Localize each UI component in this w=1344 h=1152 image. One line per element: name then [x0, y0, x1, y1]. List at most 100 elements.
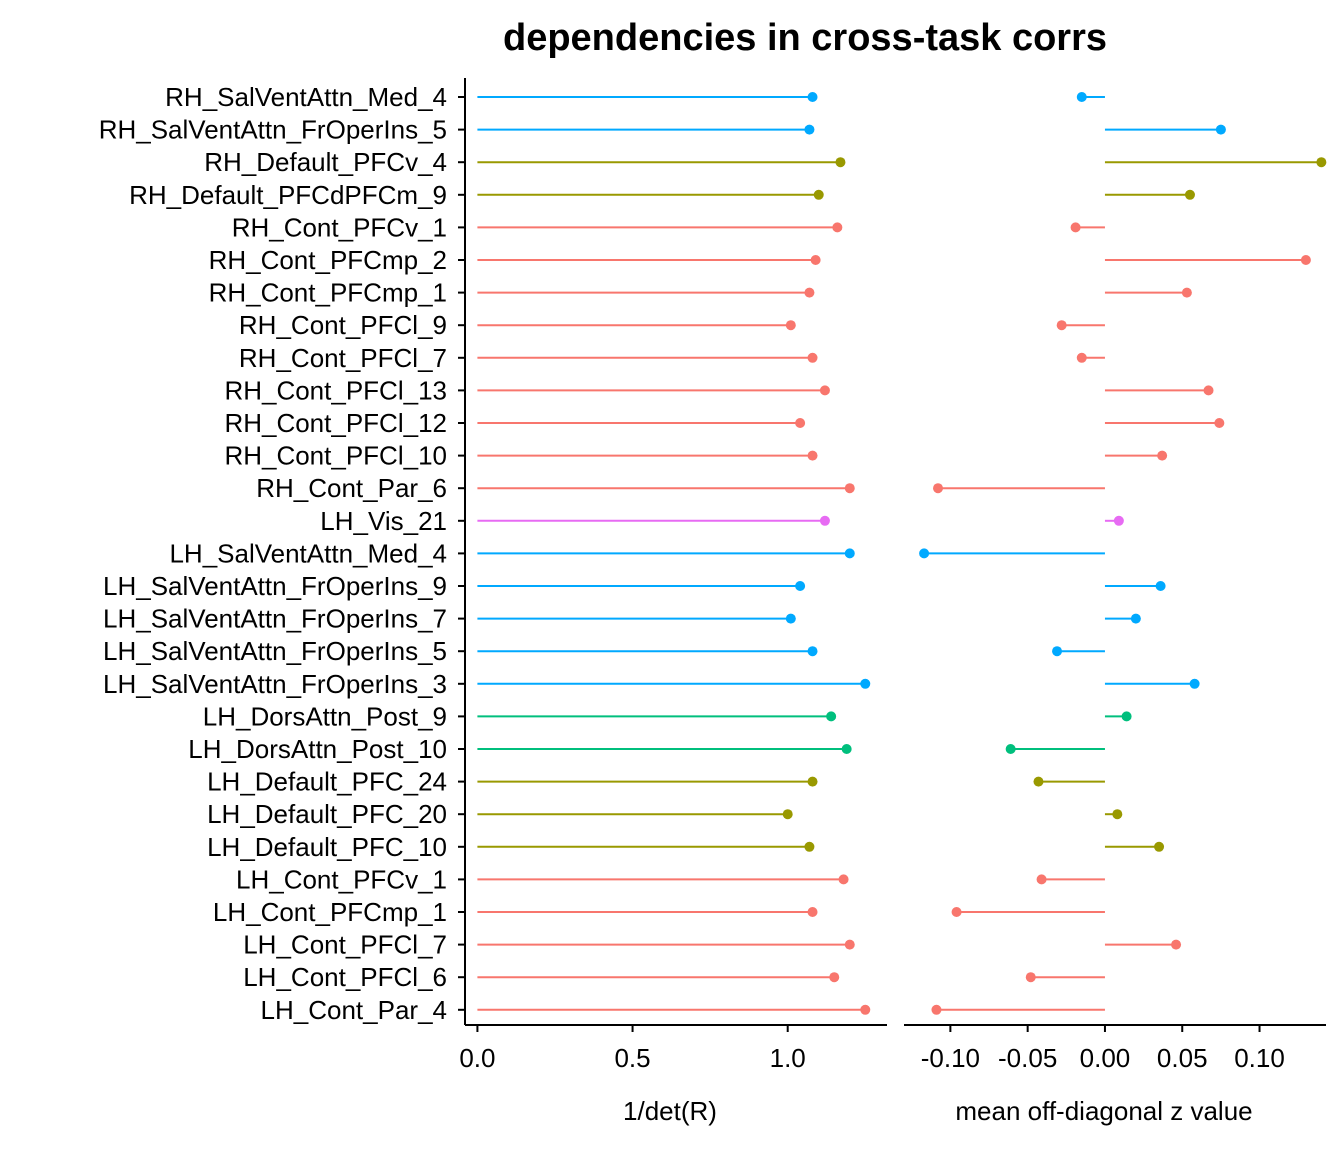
y-tick-label: LH_SalVentAttn_FrOperIns_3	[103, 669, 447, 699]
lollipop-point	[835, 157, 846, 168]
y-tick-label: RH_Cont_Par_6	[256, 473, 447, 503]
x-axis-label: 1/det(R)	[623, 1096, 717, 1126]
y-tick-label: LH_DorsAttn_Post_10	[188, 734, 447, 764]
panel-mean-z: -0.10 -0.05 0.00 0.05 0.10 mean off-diagonal …	[904, 92, 1327, 1126]
lollipop-point	[1203, 385, 1214, 396]
x-tick-label: 1.0	[770, 1043, 806, 1073]
y-tick-label: LH_Default_PFC_10	[207, 832, 447, 862]
lollipop-point	[782, 809, 793, 820]
y-tick-label: RH_SalVentAttn_Med_4	[165, 82, 447, 112]
lollipop-point	[1025, 972, 1036, 983]
lollipop-point	[829, 972, 840, 983]
x-tick-label: 0.00	[1080, 1043, 1131, 1073]
lollipop-point	[931, 1004, 942, 1015]
lollipop-point	[1171, 939, 1182, 950]
lollipop-point	[1033, 776, 1044, 787]
x-tick-label: 0.10	[1234, 1043, 1285, 1073]
y-tick-label: RH_Cont_PFCmp_2	[209, 245, 447, 275]
lollipop-point	[844, 939, 855, 950]
lollipop-point	[807, 92, 818, 102]
lollipop-point	[1070, 222, 1081, 233]
lollipop-point	[1189, 678, 1200, 689]
y-tick-label: LH_Default_PFC_20	[207, 799, 447, 829]
y-tick-label: RH_Default_PFCv_4	[204, 147, 447, 177]
lollipop-point	[785, 613, 796, 624]
y-tick-label: RH_Cont_PFCl_12	[224, 408, 447, 438]
lollipop-point	[807, 352, 818, 363]
lollipop-point	[1005, 744, 1016, 754]
lollipop-point	[951, 907, 962, 917]
y-tick-label: LH_SalVentAttn_FrOperIns_7	[103, 604, 447, 634]
y-tick-label: LH_Default_PFC_24	[207, 767, 447, 797]
lollipop-point	[807, 646, 818, 657]
y-tick-label: RH_Cont_PFCl_9	[239, 310, 447, 340]
lollipop-point	[810, 255, 821, 265]
lollipop-point	[807, 907, 818, 917]
lollipop-point	[1113, 515, 1124, 526]
lollipop-point	[795, 581, 806, 591]
lollipop-point	[860, 678, 871, 689]
lollipop-point	[1215, 124, 1226, 135]
lollipop-point	[860, 1004, 871, 1015]
y-tick-label: LH_SalVentAttn_FrOperIns_5	[103, 636, 447, 666]
lollipop-point	[841, 744, 852, 754]
x-tick-label: 0.5	[614, 1043, 650, 1073]
y-tick-label: LH_SalVentAttn_FrOperIns_9	[103, 571, 447, 601]
lollipop-point	[838, 874, 849, 885]
x-tick-label: 0.0	[459, 1043, 495, 1073]
lollipop-point	[832, 222, 843, 233]
panel-inverse-determinant: 0.0 0.5 1.0 1/det(R)	[458, 78, 887, 1126]
y-tick-label: LH_Cont_PFCl_6	[243, 962, 447, 992]
lollipop-point	[819, 515, 830, 526]
y-tick-label: RH_SalVentAttn_FrOperIns_5	[99, 115, 447, 145]
lollipop-point	[813, 189, 824, 200]
lollipop-point	[804, 841, 815, 852]
y-tick-label: LH_Vis_21	[320, 506, 447, 536]
lollipop-point	[1036, 874, 1047, 885]
lollipop-point	[1056, 320, 1067, 331]
lollipop-point	[804, 124, 815, 135]
lollipop-point	[804, 287, 815, 298]
y-tick-label: LH_DorsAttn_Post_9	[203, 701, 447, 731]
lollipop-point	[1076, 92, 1087, 102]
lollipop-point	[826, 711, 837, 722]
lollipop-point	[1130, 613, 1141, 624]
lollipop-point	[795, 418, 806, 428]
lollipop-point	[1155, 581, 1166, 591]
y-tick-label: RH_Cont_PFCmp_1	[209, 278, 447, 308]
lollipop-point	[1184, 189, 1195, 200]
lollipop-point	[919, 548, 930, 559]
lollipop-point	[844, 483, 855, 494]
lollipop-point	[1214, 418, 1225, 428]
y-tick-label: RH_Cont_PFCl_7	[239, 343, 447, 373]
y-tick-label: RH_Cont_PFCv_1	[232, 212, 447, 242]
chart-title: dependencies in cross-task corrs	[503, 17, 1107, 59]
lollipop-point	[1112, 809, 1123, 820]
lollipop-point	[1121, 711, 1132, 722]
lollipop-point	[1052, 646, 1063, 657]
lollipop-point	[807, 776, 818, 787]
x-tick-label: -0.10	[921, 1043, 980, 1073]
y-tick-label: RH_Cont_PFCl_13	[224, 375, 447, 405]
lollipop-point	[1316, 157, 1327, 168]
x-tick-label: -0.05	[998, 1043, 1057, 1073]
y-tick-label: LH_Cont_PFCl_7	[243, 930, 447, 960]
lollipop-point	[1300, 255, 1311, 265]
lollipop-point	[1154, 841, 1165, 852]
x-axis-label: mean off-diagonal z value	[955, 1096, 1252, 1126]
y-tick-label: LH_Cont_Par_4	[261, 995, 447, 1025]
lollipop-point	[1076, 352, 1087, 363]
y-tick-label: RH_Default_PFCdPFCm_9	[129, 180, 447, 210]
lollipop-point	[819, 385, 830, 396]
y-tick-label: RH_Cont_PFCl_10	[224, 441, 447, 471]
lollipop-point	[1181, 287, 1192, 298]
lollipop-point	[844, 548, 855, 559]
x-tick-label: 0.05	[1157, 1043, 1208, 1073]
y-tick-label: LH_Cont_PFCmp_1	[213, 897, 447, 927]
y-tick-label: LH_Cont_PFCv_1	[236, 864, 447, 894]
lollipop-point	[933, 483, 944, 494]
y-tick-labels: RH_SalVentAttn_Med_4RH_SalVentAttn_FrOpe…	[99, 82, 447, 1025]
lollipop-point	[785, 320, 796, 331]
y-tick-label: LH_SalVentAttn_Med_4	[169, 538, 447, 568]
